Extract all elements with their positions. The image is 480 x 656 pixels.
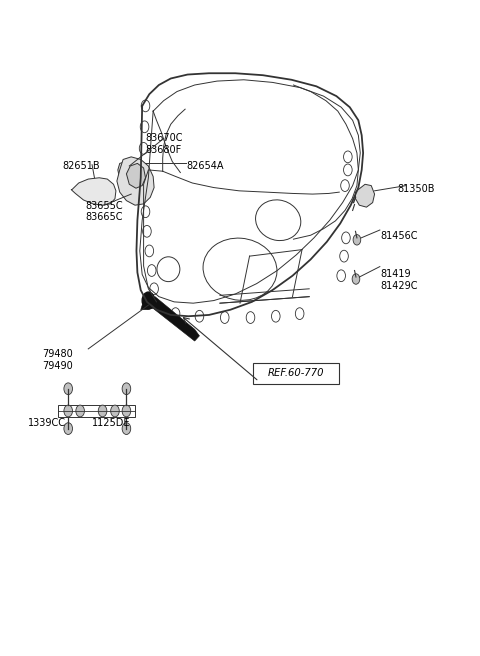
Text: 1339CC: 1339CC bbox=[28, 418, 66, 428]
Text: 82651B: 82651B bbox=[63, 161, 100, 171]
Circle shape bbox=[122, 405, 131, 417]
Circle shape bbox=[142, 292, 155, 309]
Circle shape bbox=[64, 422, 72, 434]
Circle shape bbox=[122, 383, 131, 395]
Polygon shape bbox=[356, 184, 374, 207]
Circle shape bbox=[353, 235, 361, 245]
Text: 79480
79490: 79480 79490 bbox=[42, 349, 73, 371]
Circle shape bbox=[76, 405, 84, 417]
Circle shape bbox=[64, 383, 72, 395]
Polygon shape bbox=[117, 157, 154, 205]
Polygon shape bbox=[141, 297, 199, 341]
Circle shape bbox=[352, 274, 360, 284]
Circle shape bbox=[122, 422, 131, 434]
Circle shape bbox=[98, 405, 107, 417]
Text: 1125DE: 1125DE bbox=[92, 418, 131, 428]
Text: 81350B: 81350B bbox=[398, 184, 435, 194]
Polygon shape bbox=[118, 161, 132, 182]
Polygon shape bbox=[71, 178, 116, 205]
Text: 83655C
83665C: 83655C 83665C bbox=[85, 201, 123, 222]
Text: 83670C
83680F: 83670C 83680F bbox=[145, 133, 182, 155]
Text: 82654A: 82654A bbox=[187, 161, 224, 171]
FancyBboxPatch shape bbox=[253, 363, 339, 384]
Text: 81456C: 81456C bbox=[381, 232, 418, 241]
Circle shape bbox=[64, 405, 72, 417]
Text: REF.60-770: REF.60-770 bbox=[268, 369, 324, 379]
Polygon shape bbox=[126, 163, 145, 188]
Text: 81419
81429C: 81419 81429C bbox=[381, 269, 418, 291]
Circle shape bbox=[111, 405, 119, 417]
